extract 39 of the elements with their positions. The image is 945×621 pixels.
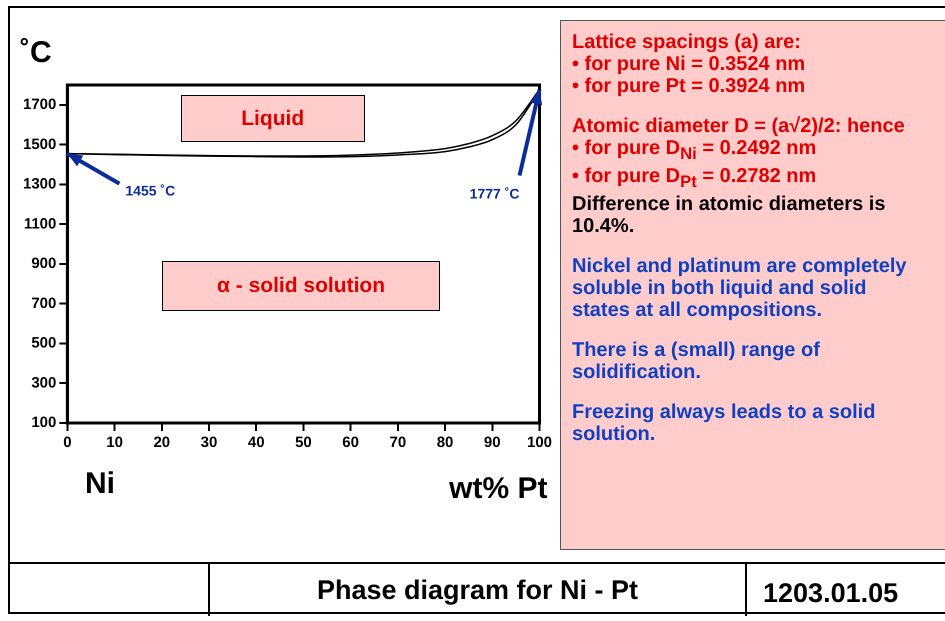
text: Difference in atomic diameters is 10.4%. bbox=[572, 193, 886, 237]
x-tick-label: 100 bbox=[526, 434, 552, 452]
x-tick-label: 30 bbox=[200, 434, 218, 452]
x-axis-title: wt% Pt bbox=[448, 472, 548, 505]
label-box: Liquid bbox=[180, 95, 365, 142]
x-tick-label: 60 bbox=[342, 434, 359, 452]
x-tick-label: 50 bbox=[295, 434, 312, 452]
x-tick-label: 0 bbox=[63, 434, 72, 452]
text: • for pure Ni = 0.3524 nm bbox=[572, 53, 806, 75]
y-tick-label: 300 bbox=[31, 374, 56, 392]
text: Phase diagram for Ni - Pt bbox=[208, 564, 747, 616]
annotation: 1455 ˚C bbox=[125, 182, 176, 198]
y-tick-label: 1300 bbox=[22, 176, 56, 193]
y-tick-label: 100 bbox=[31, 414, 56, 432]
x-tick-label: 20 bbox=[153, 434, 170, 452]
y-axis-title: ˚C bbox=[20, 36, 52, 69]
y-tick-label: 700 bbox=[31, 294, 56, 312]
x-tick-label: 10 bbox=[106, 434, 123, 452]
x-tick-label: 90 bbox=[484, 434, 501, 452]
y-tick-label: 1100 bbox=[24, 215, 56, 232]
text: Freezing always leads to a solid solution. bbox=[572, 401, 876, 445]
text: Ni bbox=[85, 467, 115, 500]
text: There is a (small) range of solidification. bbox=[572, 339, 821, 383]
x-tick-label: 40 bbox=[248, 434, 265, 452]
text: • for pure Pt = 0.3924 nm bbox=[572, 75, 806, 97]
text: Atomic diameter D = (a√2)/2: hence bbox=[572, 115, 906, 137]
x-tick-label: 70 bbox=[390, 434, 406, 452]
y-tick-label: 1500 bbox=[22, 136, 56, 153]
text: Nickel and platinum are completely soluble in both liquid and solid states at all compositions. bbox=[572, 255, 908, 321]
y-tick-label: 900 bbox=[31, 255, 56, 272]
text: Lattice spacings (a) are: bbox=[572, 31, 802, 53]
annotation: 1777 ˚C bbox=[470, 185, 520, 202]
text: 1203.01.05 bbox=[763, 577, 898, 610]
y-tick-label: 1700 bbox=[22, 96, 56, 114]
label-box: α - solid solution bbox=[162, 260, 440, 312]
y-tick-label: 500 bbox=[31, 334, 56, 352]
text: • for pure D$_{Pt}$ = 0.2782 nm bbox=[572, 165, 818, 193]
text: • for pure D$_{Ni}$ = 0.2492 nm bbox=[572, 137, 818, 165]
x-tick-label: 80 bbox=[436, 434, 454, 452]
